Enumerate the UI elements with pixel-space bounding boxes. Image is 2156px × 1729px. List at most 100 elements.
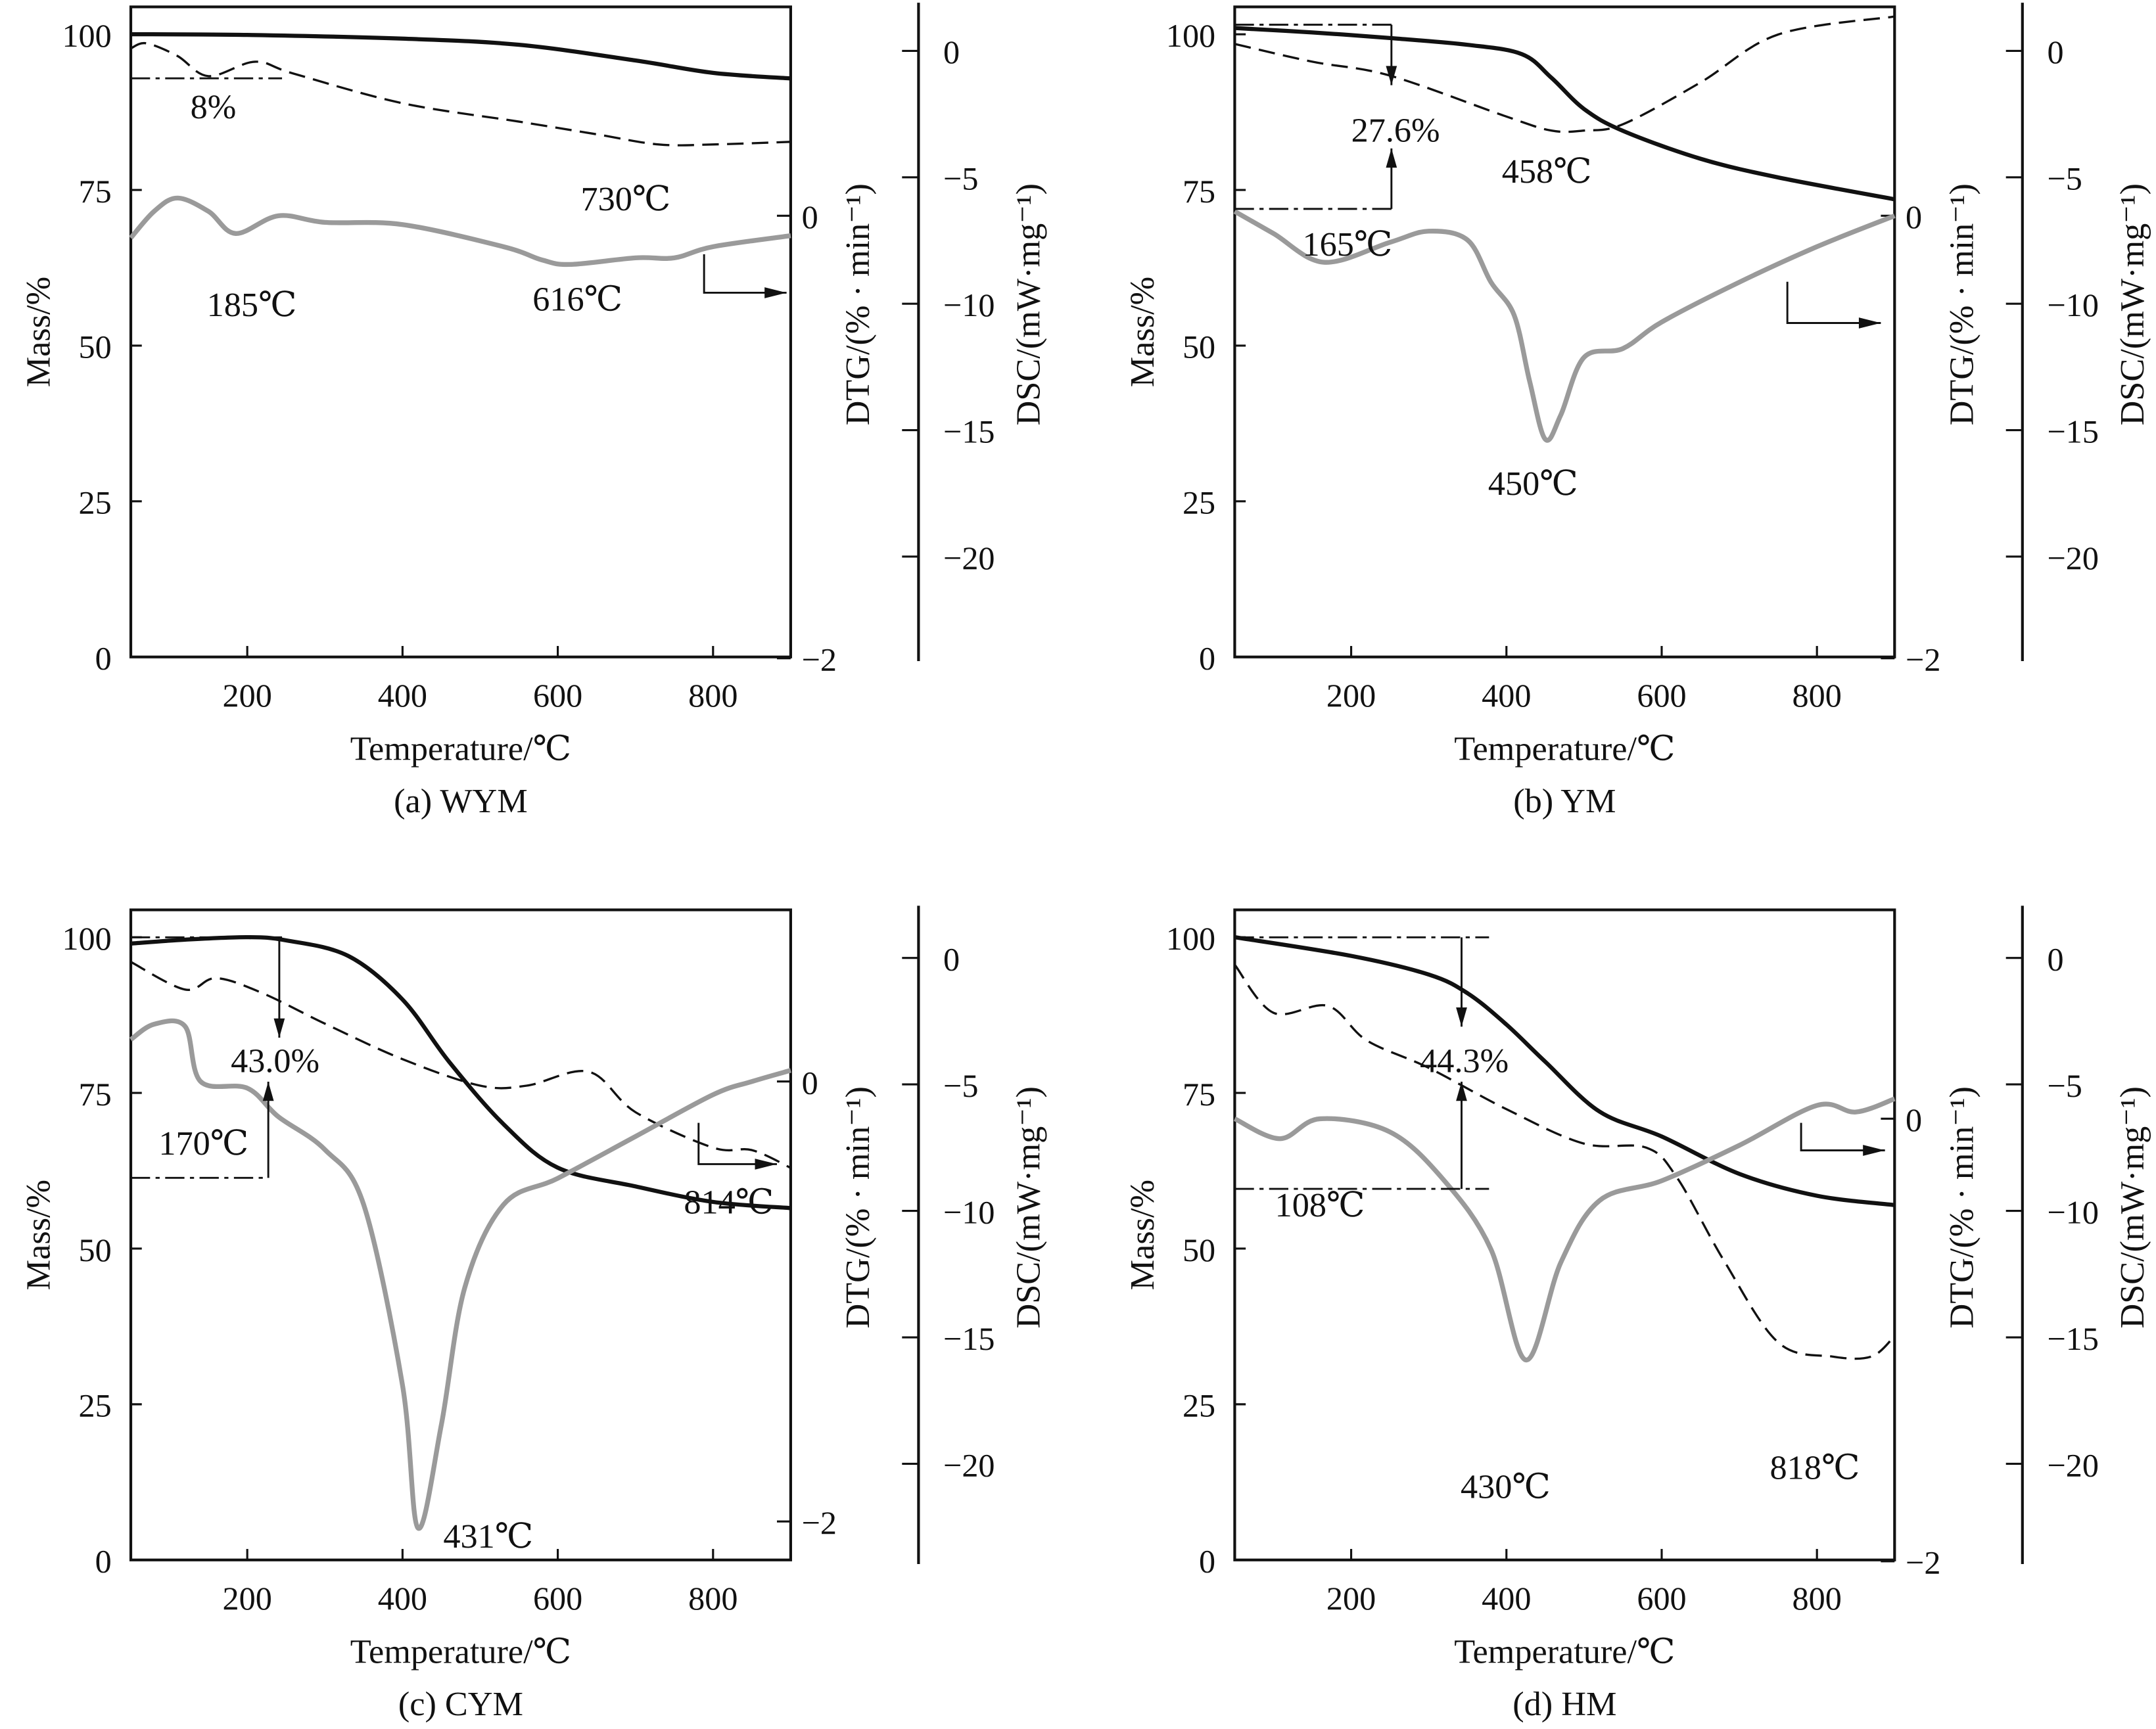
dtg-axis-label: DTG/(% · min⁻¹) [839, 183, 877, 425]
dsc-tick-label: −10 [2047, 287, 2099, 323]
panel-caption: (b) YM [1513, 782, 1616, 820]
mass-axis-label: Mass/% [20, 277, 58, 387]
mass-tick-label: 75 [79, 173, 112, 210]
right-axis-arrow [703, 254, 787, 294]
dtg-tick-label: −2 [1906, 1544, 1940, 1581]
annotation-label: 818℃ [1770, 1448, 1860, 1487]
x-tick-label: 200 [1326, 677, 1376, 714]
dtg-tick-label: −2 [1906, 641, 1940, 678]
x-tick-label: 800 [688, 1580, 738, 1617]
x-tick-label: 400 [378, 1580, 427, 1617]
annotation-label: 430℃ [1461, 1468, 1551, 1506]
mass-tick-label: 50 [79, 1232, 112, 1268]
mass-tick-label: 100 [1166, 17, 1215, 54]
arrow-head [1386, 148, 1397, 168]
dsc-curve [1234, 963, 1896, 1360]
dsc-tick-label: −10 [943, 287, 995, 323]
dsc-tick-label: −10 [2047, 1193, 2099, 1230]
dsc-tick-label: −15 [943, 413, 995, 450]
dsc-tick-label: −10 [943, 1193, 995, 1230]
x-axis-label: Temperature/℃ [350, 730, 571, 768]
mass-tick-label: 0 [95, 640, 112, 677]
dtg-tick-label: 0 [1906, 198, 1922, 235]
annotation-label: 170℃ [158, 1124, 248, 1163]
arrow-head [755, 1159, 777, 1170]
arrow-head [1863, 1145, 1885, 1156]
x-tick-label: 600 [533, 677, 582, 714]
annotation-label: 730℃ [580, 180, 670, 218]
dsc-tick-label: −15 [2047, 1320, 2099, 1357]
annotation-label: 458℃ [1502, 152, 1592, 191]
right-axis-arrow [1786, 281, 1881, 324]
mass-tick-label: 100 [62, 920, 111, 957]
x-tick-label: 800 [1793, 677, 1842, 714]
dtg-axis-label: DTG/(% · min⁻¹) [1943, 183, 1981, 425]
dtg-axis-label: DTG/(% · min⁻¹) [1943, 1086, 1981, 1328]
x-tick-label: 400 [378, 677, 427, 714]
dsc-tick-label: −5 [2047, 160, 2082, 197]
mass-axis-label: Mass/% [20, 1180, 58, 1290]
dtg-tick-label: −2 [802, 641, 837, 678]
mass-tick-label: 75 [1183, 1076, 1215, 1113]
mass-axis-label: Mass/% [1123, 277, 1161, 387]
dsc-tick-label: −20 [2047, 1446, 2099, 1483]
right-axis-arrow [1800, 1122, 1885, 1151]
dsc-tick-label: −5 [943, 160, 978, 197]
dsc-axis-label: DSC/(mW·mg⁻¹) [2113, 1086, 2151, 1328]
tg-curve [130, 934, 791, 1210]
dsc-tick-label: 0 [2047, 940, 2063, 977]
mass-tick-label: 25 [1183, 484, 1215, 521]
panel-a: 200 400 600 80002550751000−20−5−10−15−20Tem… [20, 3, 1047, 820]
mass-tick-label: 25 [1183, 1387, 1215, 1424]
x-tick-label: 400 [1482, 1580, 1531, 1617]
annotation-label: 431℃ [443, 1517, 533, 1556]
x-tick-label: 800 [1793, 1580, 1842, 1617]
dtg-tick-label: 0 [1906, 1101, 1922, 1138]
dtg-curve [129, 1018, 791, 1531]
dtg-axis-label: DTG/(% · min⁻¹) [839, 1086, 877, 1328]
dsc-axis-label: DSC/(mW·mg⁻¹) [1009, 1086, 1047, 1328]
annotation-label: 44.3% [1420, 1042, 1509, 1080]
dtg-curve [129, 195, 791, 267]
dsc-curve [1234, 15, 1895, 133]
dtg-tick-label: 0 [802, 1064, 818, 1101]
mass-tick-label: 25 [79, 484, 112, 521]
arrow-head [764, 287, 787, 298]
tg-curve [1234, 935, 1895, 1207]
x-tick-label: 600 [533, 1580, 582, 1617]
dsc-tick-label: −20 [943, 1446, 995, 1483]
dtg-tick-label: −2 [802, 1504, 837, 1541]
dsc-tick-label: 0 [943, 34, 960, 70]
arrow-head [1456, 1081, 1467, 1101]
arrow-head [1858, 317, 1881, 329]
mass-tick-label: 0 [1199, 1543, 1215, 1580]
x-tick-label: 400 [1482, 677, 1531, 714]
mass-tick-label: 50 [1183, 1232, 1215, 1268]
annotation-label: 43.0% [231, 1042, 319, 1080]
plot-frame [1233, 908, 1896, 1561]
right-axis-arrow [697, 1122, 777, 1165]
x-tick-label: 600 [1637, 1580, 1686, 1617]
x-tick-label: 800 [688, 677, 738, 714]
dsc-curve [130, 961, 791, 1169]
tg-curve [1234, 26, 1895, 202]
arrow-head [273, 1018, 285, 1038]
dsc-tick-label: −20 [943, 540, 995, 576]
dtg-tick-label: 0 [802, 198, 818, 235]
annotation-label: 185℃ [207, 286, 297, 324]
mass-tick-label: 100 [1166, 920, 1215, 957]
annotation-label: 450℃ [1488, 465, 1578, 503]
x-tick-label: 200 [223, 677, 272, 714]
dsc-axis-label: DSC/(mW·mg⁻¹) [1009, 183, 1047, 425]
x-axis-label: Temperature/℃ [350, 1633, 571, 1671]
panel-caption: (c) CYM [398, 1685, 523, 1723]
dsc-tick-label: −20 [2047, 540, 2099, 576]
panel-caption: (a) WYM [394, 782, 528, 820]
dsc-tick-label: −5 [943, 1067, 978, 1104]
mass-tick-label: 50 [79, 329, 112, 365]
dsc-tick-label: −15 [2047, 413, 2099, 450]
arrow-head [262, 1081, 274, 1101]
mass-tick-label: 50 [1183, 329, 1215, 365]
mass-tick-label: 25 [79, 1387, 112, 1424]
